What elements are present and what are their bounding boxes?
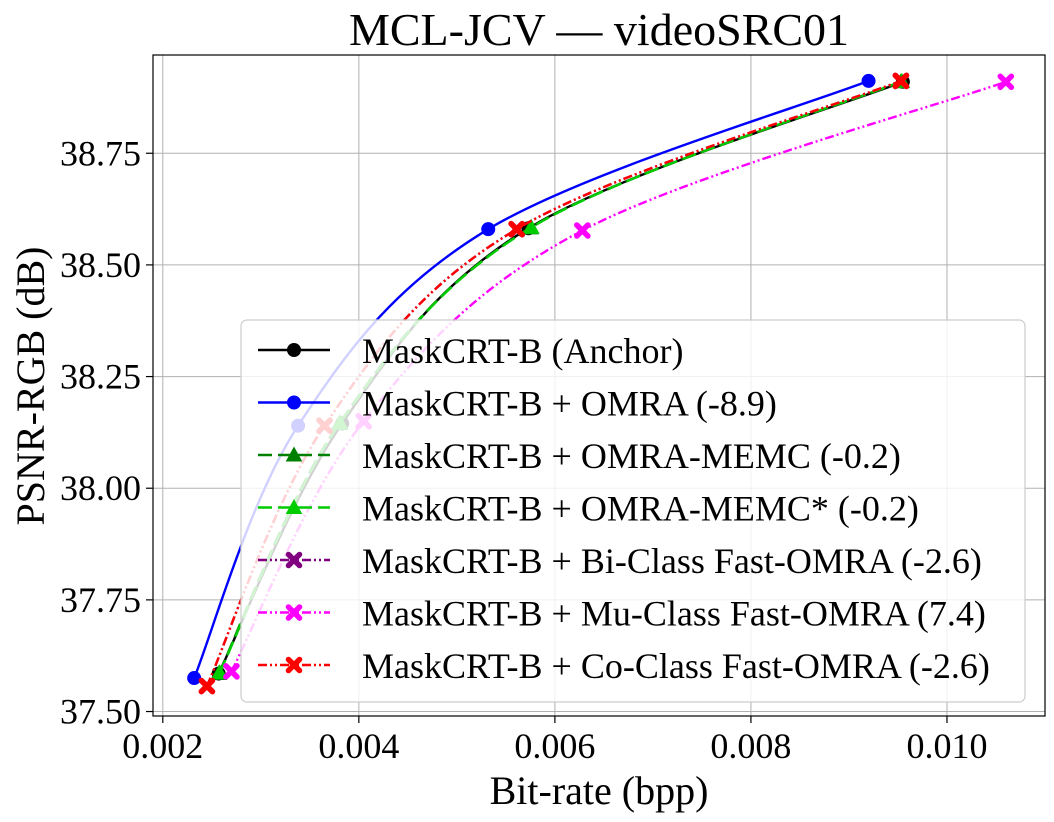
series-line-2 xyxy=(217,80,902,675)
legend-label-3: MaskCRT-B + OMRA-MEMC* (-0.2) xyxy=(362,489,919,529)
legend-marker-2 xyxy=(285,446,303,462)
legend-label-6: MaskCRT-B + Co-Class Fast-OMRA (-2.6) xyxy=(362,646,990,686)
x-tick-label-3: 0.008 xyxy=(710,726,791,766)
y-axis-ticks: 37.50 37.75 38.00 38.25 38.50 38.75 xyxy=(60,133,153,732)
legend-marker-4 xyxy=(285,551,303,569)
y-tick-label-2: 38.00 xyxy=(60,468,141,508)
legend-entry-4: MaskCRT-B + Bi-Class Fast-OMRA (-2.6) xyxy=(258,541,982,581)
legend-marker-3 xyxy=(285,498,303,514)
legend-label-1: MaskCRT-B + OMRA (-8.9) xyxy=(362,384,777,424)
x-axis-ticks: 0.002 0.004 0.006 0.008 0.010 xyxy=(122,716,987,766)
legend: MaskCRT-B (Anchor) MaskCRT-B + OMRA (-8.9… xyxy=(240,319,1026,703)
y-tick-label-5: 38.75 xyxy=(60,133,141,173)
plot-frame xyxy=(152,54,1046,717)
series-5-point-3 xyxy=(997,73,1015,91)
x-tick-label-1: 0.004 xyxy=(318,726,399,766)
series-6-point-3 xyxy=(892,72,910,90)
y-tick-label-4: 38.50 xyxy=(60,245,141,285)
x-axis-label: Bit-rate (bpp) xyxy=(490,768,709,813)
y-tick-label-1: 37.75 xyxy=(60,580,141,620)
legend-entry-1: MaskCRT-B + OMRA (-8.9) xyxy=(258,384,777,424)
series-1-point-2 xyxy=(481,222,496,237)
series-line-1 xyxy=(193,79,869,679)
legend-entry-2: MaskCRT-B + OMRA-MEMC (-0.2) xyxy=(258,436,901,476)
chart-title: MCL-JCV — videoSRC01 xyxy=(349,4,849,55)
legend-marker-0 xyxy=(287,343,301,357)
legend-entry-5: MaskCRT-B + Mu-Class Fast-OMRA (7.4) xyxy=(258,594,986,634)
legend-entry-0: MaskCRT-B (Anchor) xyxy=(258,331,684,371)
legend-label-2: MaskCRT-B + OMRA-MEMC (-0.2) xyxy=(362,436,901,476)
series-6-point-2 xyxy=(508,220,525,238)
series-5-point-0 xyxy=(223,663,240,680)
legend-marker-6 xyxy=(285,656,303,674)
series-1-point-0 xyxy=(187,671,202,686)
x-tick-label-0: 0.002 xyxy=(122,726,203,766)
x-tick-label-4: 0.010 xyxy=(906,726,987,766)
y-tick-label-0: 37.50 xyxy=(60,692,141,732)
series-1-point-3 xyxy=(861,73,876,88)
legend-marker-1 xyxy=(287,395,301,410)
legend-entry-6: MaskCRT-B + Co-Class Fast-OMRA (-2.6) xyxy=(258,646,990,686)
legend-label-0: MaskCRT-B (Anchor) xyxy=(362,331,684,371)
series-6-point-0 xyxy=(198,677,216,695)
legend-marker-5 xyxy=(285,604,303,621)
series-5-point-2 xyxy=(574,222,591,239)
y-tick-label-3: 38.25 xyxy=(60,357,141,397)
series-line-3 xyxy=(218,80,903,674)
y-axis-label: PSNR-RGB (dB) xyxy=(8,247,53,526)
x-tick-label-2: 0.006 xyxy=(514,726,595,766)
series-line-5 xyxy=(230,80,1007,672)
legend-label-5: MaskCRT-B + Mu-Class Fast-OMRA (7.4) xyxy=(362,594,986,634)
series-3-point-0 xyxy=(211,664,228,680)
legend-box xyxy=(240,319,1026,703)
legend-label-4: MaskCRT-B + Bi-Class Fast-OMRA (-2.6) xyxy=(362,541,982,581)
series-3-point-2 xyxy=(523,218,540,234)
legend-entry-3: MaskCRT-B + OMRA-MEMC* (-0.2) xyxy=(258,489,919,529)
